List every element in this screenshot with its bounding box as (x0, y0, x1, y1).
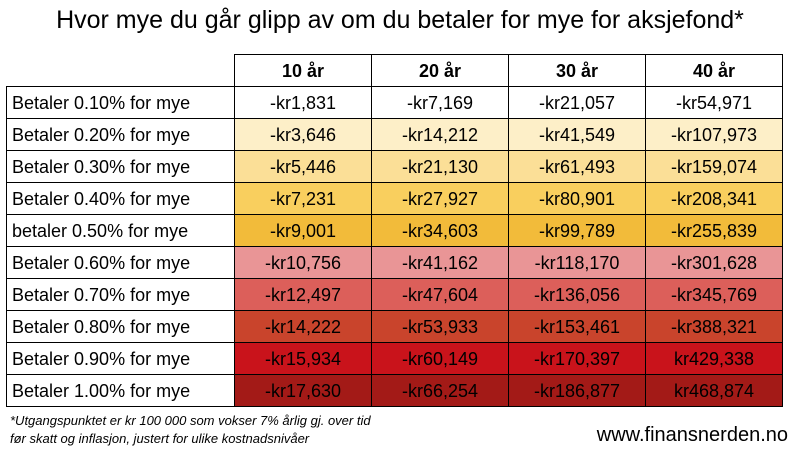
table-cell: -kr12,497 (234, 278, 372, 311)
row-label: Betaler 1.00% for mye (6, 374, 235, 407)
footnote: *Utgangspunktet er kr 100 000 som vokser… (10, 412, 371, 448)
row-label: Betaler 0.90% for mye (6, 342, 235, 375)
table-cell: -kr80,901 (508, 182, 646, 215)
table-row: betaler 0.50% for mye -kr9,001 -kr34,603 -k… (6, 214, 783, 247)
table-cell: -kr27,927 (371, 182, 509, 215)
row-label: Betaler 0.30% for mye (6, 150, 235, 183)
table-cell: -kr21,057 (508, 86, 646, 119)
table-row: Betaler 1.00% for mye -kr17,630 -kr66,254-… (6, 374, 783, 407)
table-cell: -kr255,839 (645, 214, 783, 247)
row-label: Betaler 0.80% for mye (6, 310, 235, 343)
table-cell: -kr21,130 (371, 150, 509, 183)
table-cell: -kr107,973 (645, 118, 783, 151)
row-label: Betaler 0.70% for mye (6, 278, 235, 311)
table-cell: -kr41,162 (371, 246, 509, 279)
table-cell: -kr61,493 (508, 150, 646, 183)
table-cell: -kr345,769 (645, 278, 783, 311)
footnote-line-2: før skatt og inflasjon, justert for ulik… (10, 431, 310, 446)
table-body: Betaler 0.10% for mye -kr1,831 -kr7,169 -kr… (6, 86, 783, 407)
table-row: Betaler 0.60% for mye -kr10,756 -kr41,162-… (6, 246, 783, 279)
table-cell: -kr1,831 (234, 86, 372, 119)
table-row: Betaler 0.90% for mye -kr15,934 -kr60,149-… (6, 342, 783, 375)
table-cell: -kr54,971 (645, 86, 783, 119)
table-cell: -kr99,789 (508, 214, 646, 247)
table-cell: -kr66,254 (371, 374, 509, 407)
chart-title: Hvor mye du går glipp av om du betaler f… (56, 6, 744, 34)
column-header-30: 30 år (508, 54, 646, 87)
row-label: Betaler 0.40% for mye (6, 182, 235, 215)
table-cell: -kr208,341 (645, 182, 783, 215)
table-cell: -kr7,169 (371, 86, 509, 119)
row-label: Betaler 0.10% for mye (6, 86, 235, 119)
row-label: betaler 0.50% for mye (6, 214, 235, 247)
table-cell: -kr301,628 (645, 246, 783, 279)
table-cell: -kr34,603 (371, 214, 509, 247)
table-cell: -kr41,549 (508, 118, 646, 151)
column-header-10: 10 år (234, 54, 372, 87)
header-row: 10 år 20 år 30 år 40 år (6, 54, 783, 87)
table-cell: -kr9,001 (234, 214, 372, 247)
table-cell: -kr7,231 (234, 182, 372, 215)
column-header-20: 20 år (371, 54, 509, 87)
table-row: Betaler 0.40% for mye -kr7,231 -kr27,927 -k… (6, 182, 783, 215)
corner-cell (6, 54, 235, 87)
table-row: Betaler 0.20% for mye -kr3,646 -kr14,212 -k… (6, 118, 783, 151)
cost-table: 10 år 20 år 30 år 40 år Betaler 0.10% fo… (6, 54, 783, 407)
table-cell: -kr15,934 (234, 342, 372, 375)
table-cell: -kr118,170 (508, 246, 646, 279)
table-cell: -kr17,630 (234, 374, 372, 407)
table-cell: -kr10,756 (234, 246, 372, 279)
table-cell: kr468,874 (645, 374, 783, 407)
row-label: Betaler 0.60% for mye (6, 246, 235, 279)
table-cell: -kr14,222 (234, 310, 372, 343)
table-cell: -kr3,646 (234, 118, 372, 151)
footnote-line-1: *Utgangspunktet er kr 100 000 som vokser… (10, 413, 371, 428)
table-cell: -kr170,397 (508, 342, 646, 375)
table-cell: -kr136,056 (508, 278, 646, 311)
table-cell: -kr388,321 (645, 310, 783, 343)
table-cell: -kr186,877 (508, 374, 646, 407)
table-row: Betaler 0.10% for mye -kr1,831 -kr7,169 -kr… (6, 86, 783, 119)
row-label: Betaler 0.20% for mye (6, 118, 235, 151)
table-cell: -kr47,604 (371, 278, 509, 311)
table-cell: -kr60,149 (371, 342, 509, 375)
table-cell: -kr53,933 (371, 310, 509, 343)
table-cell: -kr153,461 (508, 310, 646, 343)
table-row: Betaler 0.30% for mye -kr5,446 -kr21,130 -k… (6, 150, 783, 183)
table-row: Betaler 0.80% for mye -kr14,222 -kr53,933-… (6, 310, 783, 343)
table-cell: kr429,338 (645, 342, 783, 375)
table-cell: -kr159,074 (645, 150, 783, 183)
column-header-40: 40 år (645, 54, 783, 87)
table-cell: -kr14,212 (371, 118, 509, 151)
table-row: Betaler 0.70% for mye -kr12,497 -kr47,604-… (6, 278, 783, 311)
website-label: www.finansnerden.no (596, 424, 788, 446)
table-cell: -kr5,446 (234, 150, 372, 183)
